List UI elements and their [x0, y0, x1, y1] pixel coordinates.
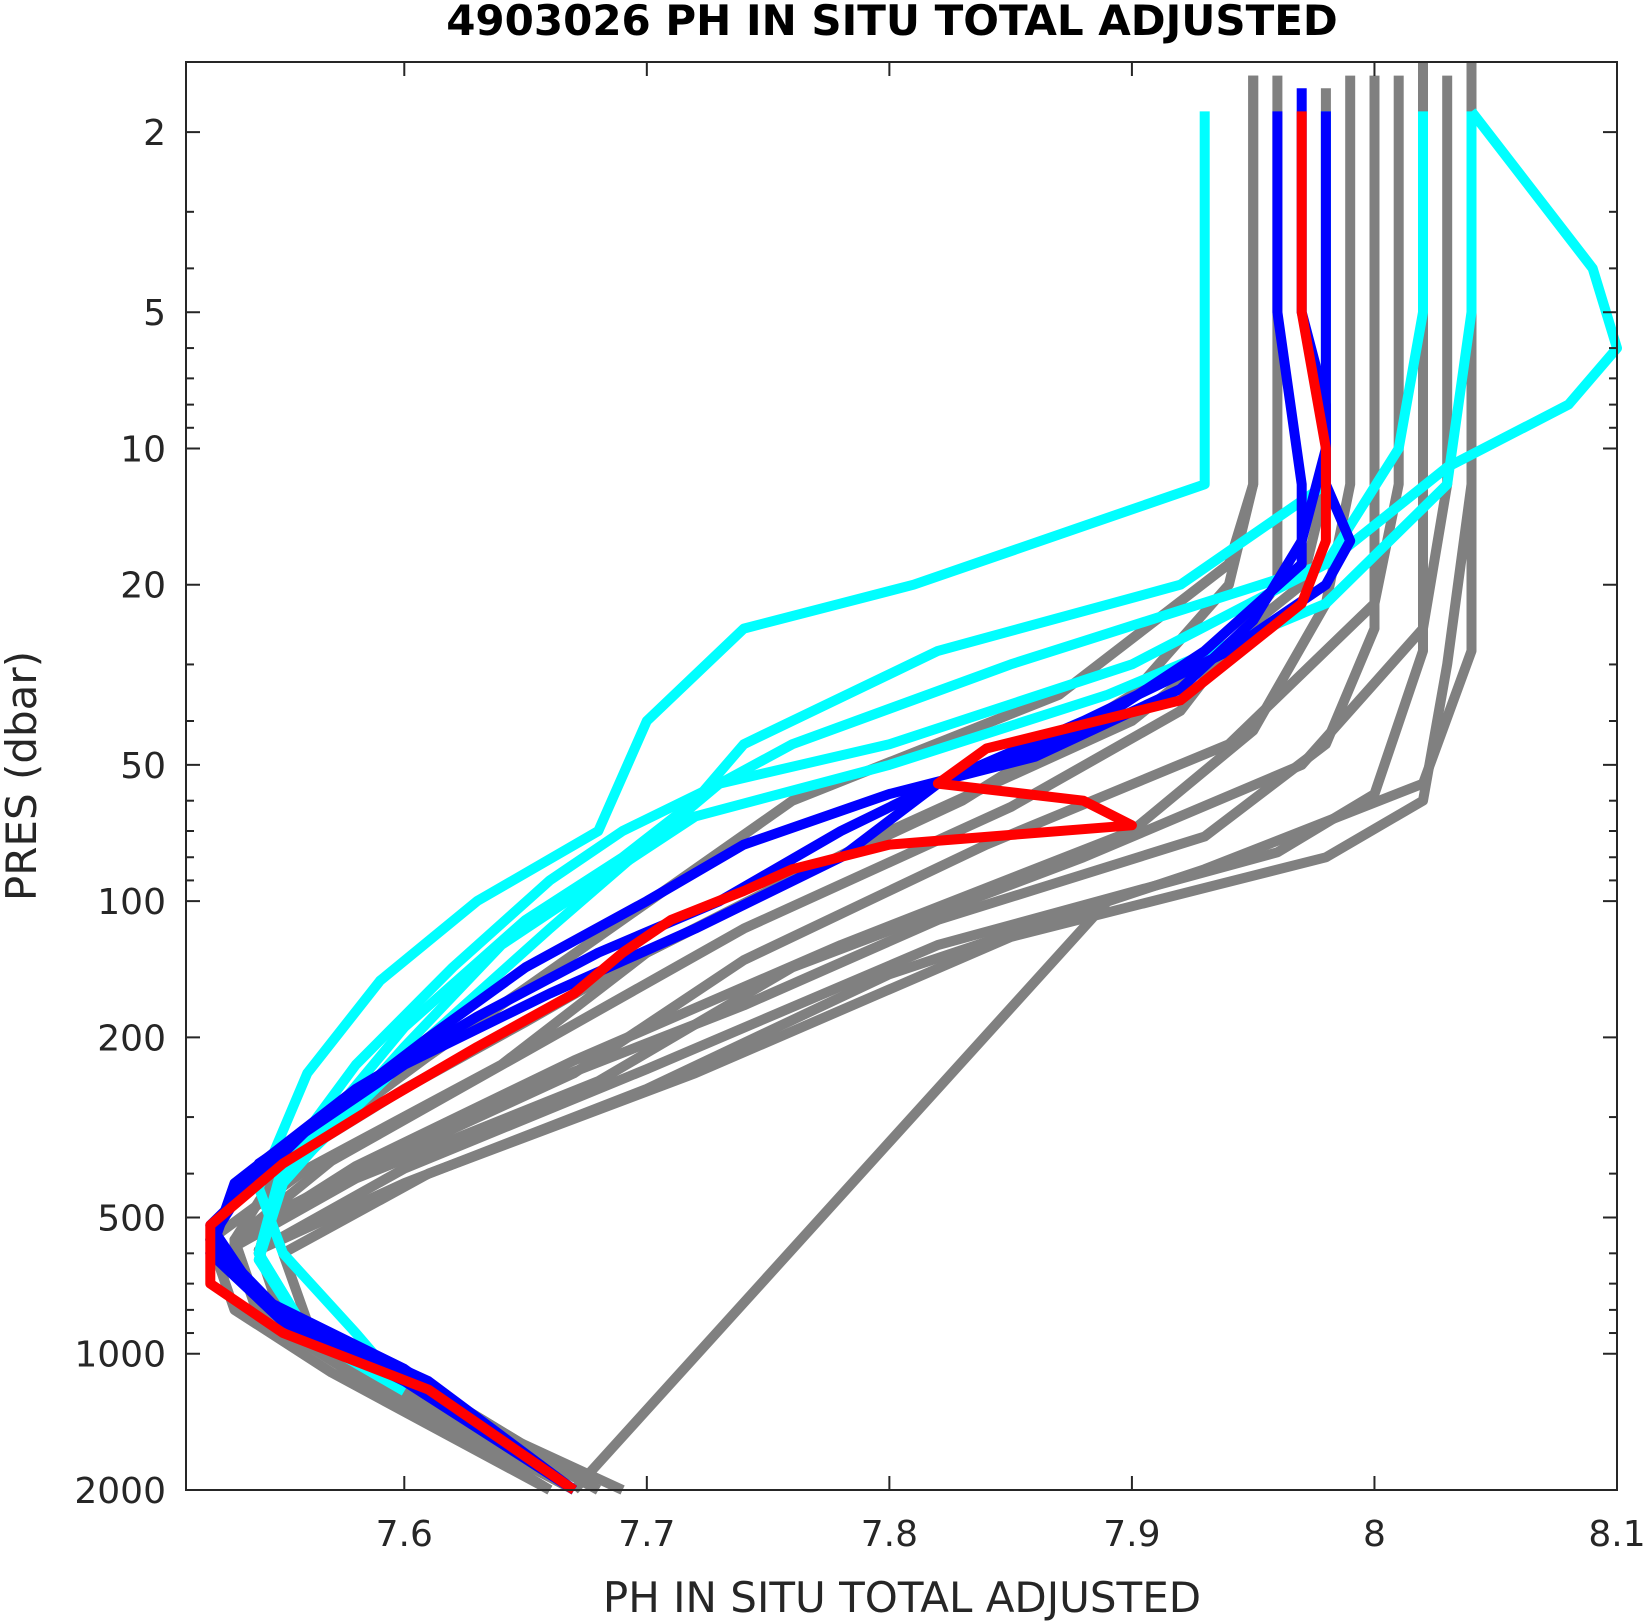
y-tick-label-7: 500 — [97, 1198, 166, 1239]
x-tick-label-4: 8 — [1363, 1514, 1386, 1555]
profile-line-history-8 — [229, 75, 1283, 1495]
y-tick-label-2: 10 — [120, 429, 166, 470]
y-tick-label-5: 100 — [97, 882, 166, 923]
y-tick-label-0: 2 — [143, 113, 166, 154]
y-tick-label-4: 50 — [120, 746, 166, 787]
x-tick-label-0: 7.6 — [376, 1514, 433, 1555]
x-tick-labels: 7.6 7.7 7.8 7.9 8 8.1 — [376, 1514, 1644, 1555]
profile-line-history-11 — [570, 897, 1112, 1494]
y-tick-labels: 2 5 10 20 50 100 200 500 1000 2000 — [74, 113, 166, 1512]
profile-line-latest-20 — [205, 111, 1331, 1495]
y-axis-label: PRES (dbar) — [0, 651, 46, 901]
axis-ticks — [186, 62, 1618, 1491]
profile-line-recent-12 — [253, 111, 1210, 1393]
x-tick-label-5: 8.1 — [1588, 1514, 1644, 1555]
profile-line-recent-13 — [253, 111, 1331, 1394]
y-tick-label-1: 5 — [143, 293, 166, 334]
y-tick-label-6: 200 — [97, 1018, 166, 1059]
profile-line-recent-16 — [253, 108, 1622, 1394]
y-tick-label-3: 20 — [120, 566, 166, 607]
x-tick-label-1: 7.7 — [618, 1514, 675, 1555]
x-tick-label-2: 7.8 — [861, 1514, 918, 1555]
profile-line-history-10 — [253, 75, 1259, 1495]
profile-line-previous-19 — [205, 111, 1331, 1495]
plot-frame — [185, 61, 1618, 1491]
profile-line-history-5 — [278, 62, 1477, 1495]
profile-line-history-7 — [229, 75, 1356, 1495]
chart-title: 4903026 PH IN SITU TOTAL ADJUSTED — [446, 0, 1338, 45]
profile-lines — [205, 62, 1622, 1495]
y-tick-label-8: 1000 — [74, 1335, 166, 1376]
x-axis-label: PH IN SITU TOTAL ADJUSTED — [603, 1573, 1201, 1622]
y-tick-label-9: 2000 — [74, 1471, 166, 1512]
x-tick-label-3: 7.9 — [1103, 1514, 1160, 1555]
